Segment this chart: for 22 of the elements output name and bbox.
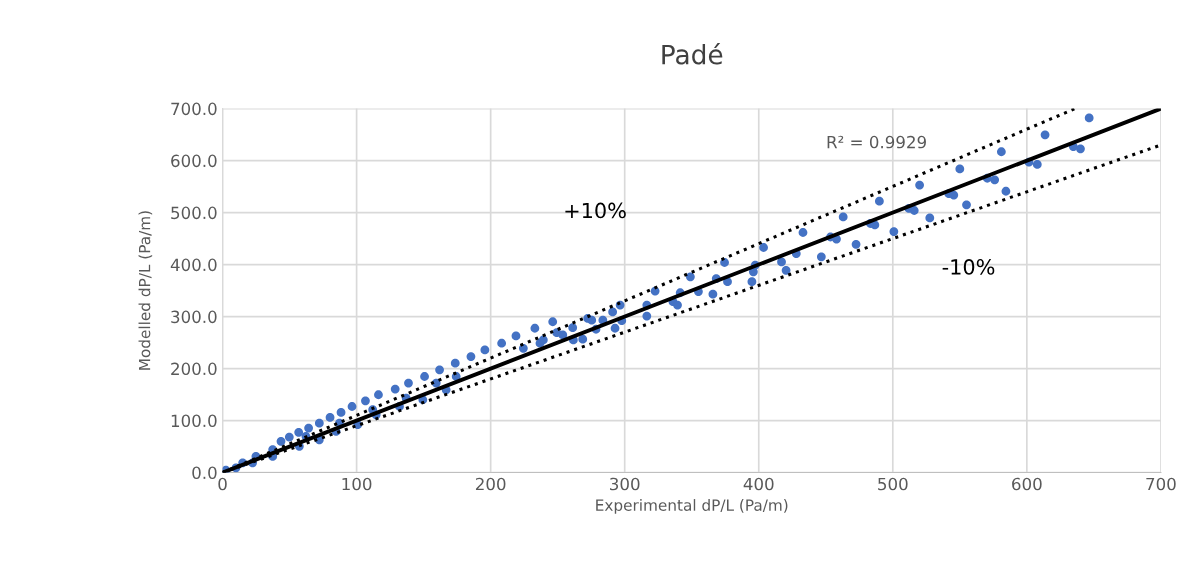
x-tick-label: 400 (743, 477, 774, 491)
x-tick-label: 500 (878, 477, 908, 491)
y-tick-label: 400.0 (170, 258, 217, 272)
annotation: +10% (565, 202, 626, 219)
x-tick-label: 100 (342, 477, 372, 491)
y-tick-label: 500.0 (171, 206, 217, 220)
annotation: R² = 0.9929 (827, 135, 926, 149)
x-tick-label: 600 (1012, 477, 1042, 491)
y-tick-label: 600.0 (171, 154, 217, 168)
x-tick-label: 700 (1146, 477, 1176, 491)
y-tick-label: 100.0 (171, 414, 217, 428)
y-tick-label: 200.0 (171, 362, 217, 376)
x-tick-label: 300 (610, 477, 640, 491)
chart-title: Padé (662, 43, 723, 65)
x-axis-title: Experimental dP/L (Pa/m) (596, 499, 788, 514)
annotation: -10% (942, 259, 995, 275)
y-tick-label: 700.0 (171, 102, 217, 116)
y-tick-label: 0.0 (192, 466, 217, 480)
x-tick-label: 200 (475, 477, 506, 491)
y-tick-label: 300.0 (171, 310, 217, 324)
y-axis-title: Modelled dP/L (Pa/m) (138, 211, 153, 370)
x-tick-label: 0 (218, 477, 227, 491)
